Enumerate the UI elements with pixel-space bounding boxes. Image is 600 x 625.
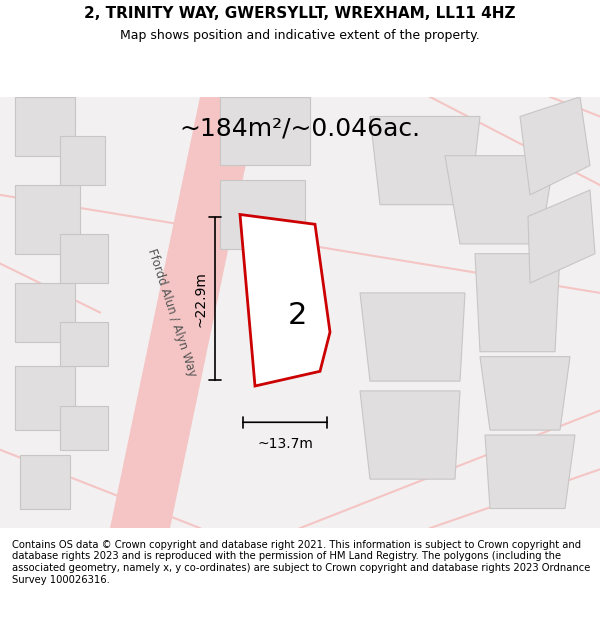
Polygon shape xyxy=(520,97,590,195)
Polygon shape xyxy=(528,190,595,283)
Polygon shape xyxy=(360,293,465,381)
Polygon shape xyxy=(220,97,310,166)
Polygon shape xyxy=(445,156,555,244)
Polygon shape xyxy=(480,357,570,430)
Polygon shape xyxy=(360,391,460,479)
Polygon shape xyxy=(15,283,75,342)
Polygon shape xyxy=(20,454,70,509)
Polygon shape xyxy=(370,116,480,205)
Polygon shape xyxy=(110,97,260,528)
Polygon shape xyxy=(60,136,105,185)
Polygon shape xyxy=(475,254,560,352)
Polygon shape xyxy=(60,322,108,366)
Polygon shape xyxy=(60,234,108,283)
Text: ~22.9m: ~22.9m xyxy=(193,271,207,327)
Polygon shape xyxy=(60,406,108,450)
Polygon shape xyxy=(15,366,75,430)
Polygon shape xyxy=(485,435,575,509)
Polygon shape xyxy=(15,97,75,156)
Text: Ffordd Alun / Alyn Way: Ffordd Alun / Alyn Way xyxy=(145,247,199,378)
Polygon shape xyxy=(240,214,330,386)
Text: ~184m²/~0.046ac.: ~184m²/~0.046ac. xyxy=(179,116,421,140)
Polygon shape xyxy=(220,180,305,249)
Polygon shape xyxy=(15,185,80,254)
Text: ~13.7m: ~13.7m xyxy=(257,437,313,451)
Text: Contains OS data © Crown copyright and database right 2021. This information is : Contains OS data © Crown copyright and d… xyxy=(12,540,590,584)
Text: 2: 2 xyxy=(287,301,307,330)
Text: 2, TRINITY WAY, GWERSYLLT, WREXHAM, LL11 4HZ: 2, TRINITY WAY, GWERSYLLT, WREXHAM, LL11… xyxy=(84,6,516,21)
Text: Map shows position and indicative extent of the property.: Map shows position and indicative extent… xyxy=(120,29,480,42)
